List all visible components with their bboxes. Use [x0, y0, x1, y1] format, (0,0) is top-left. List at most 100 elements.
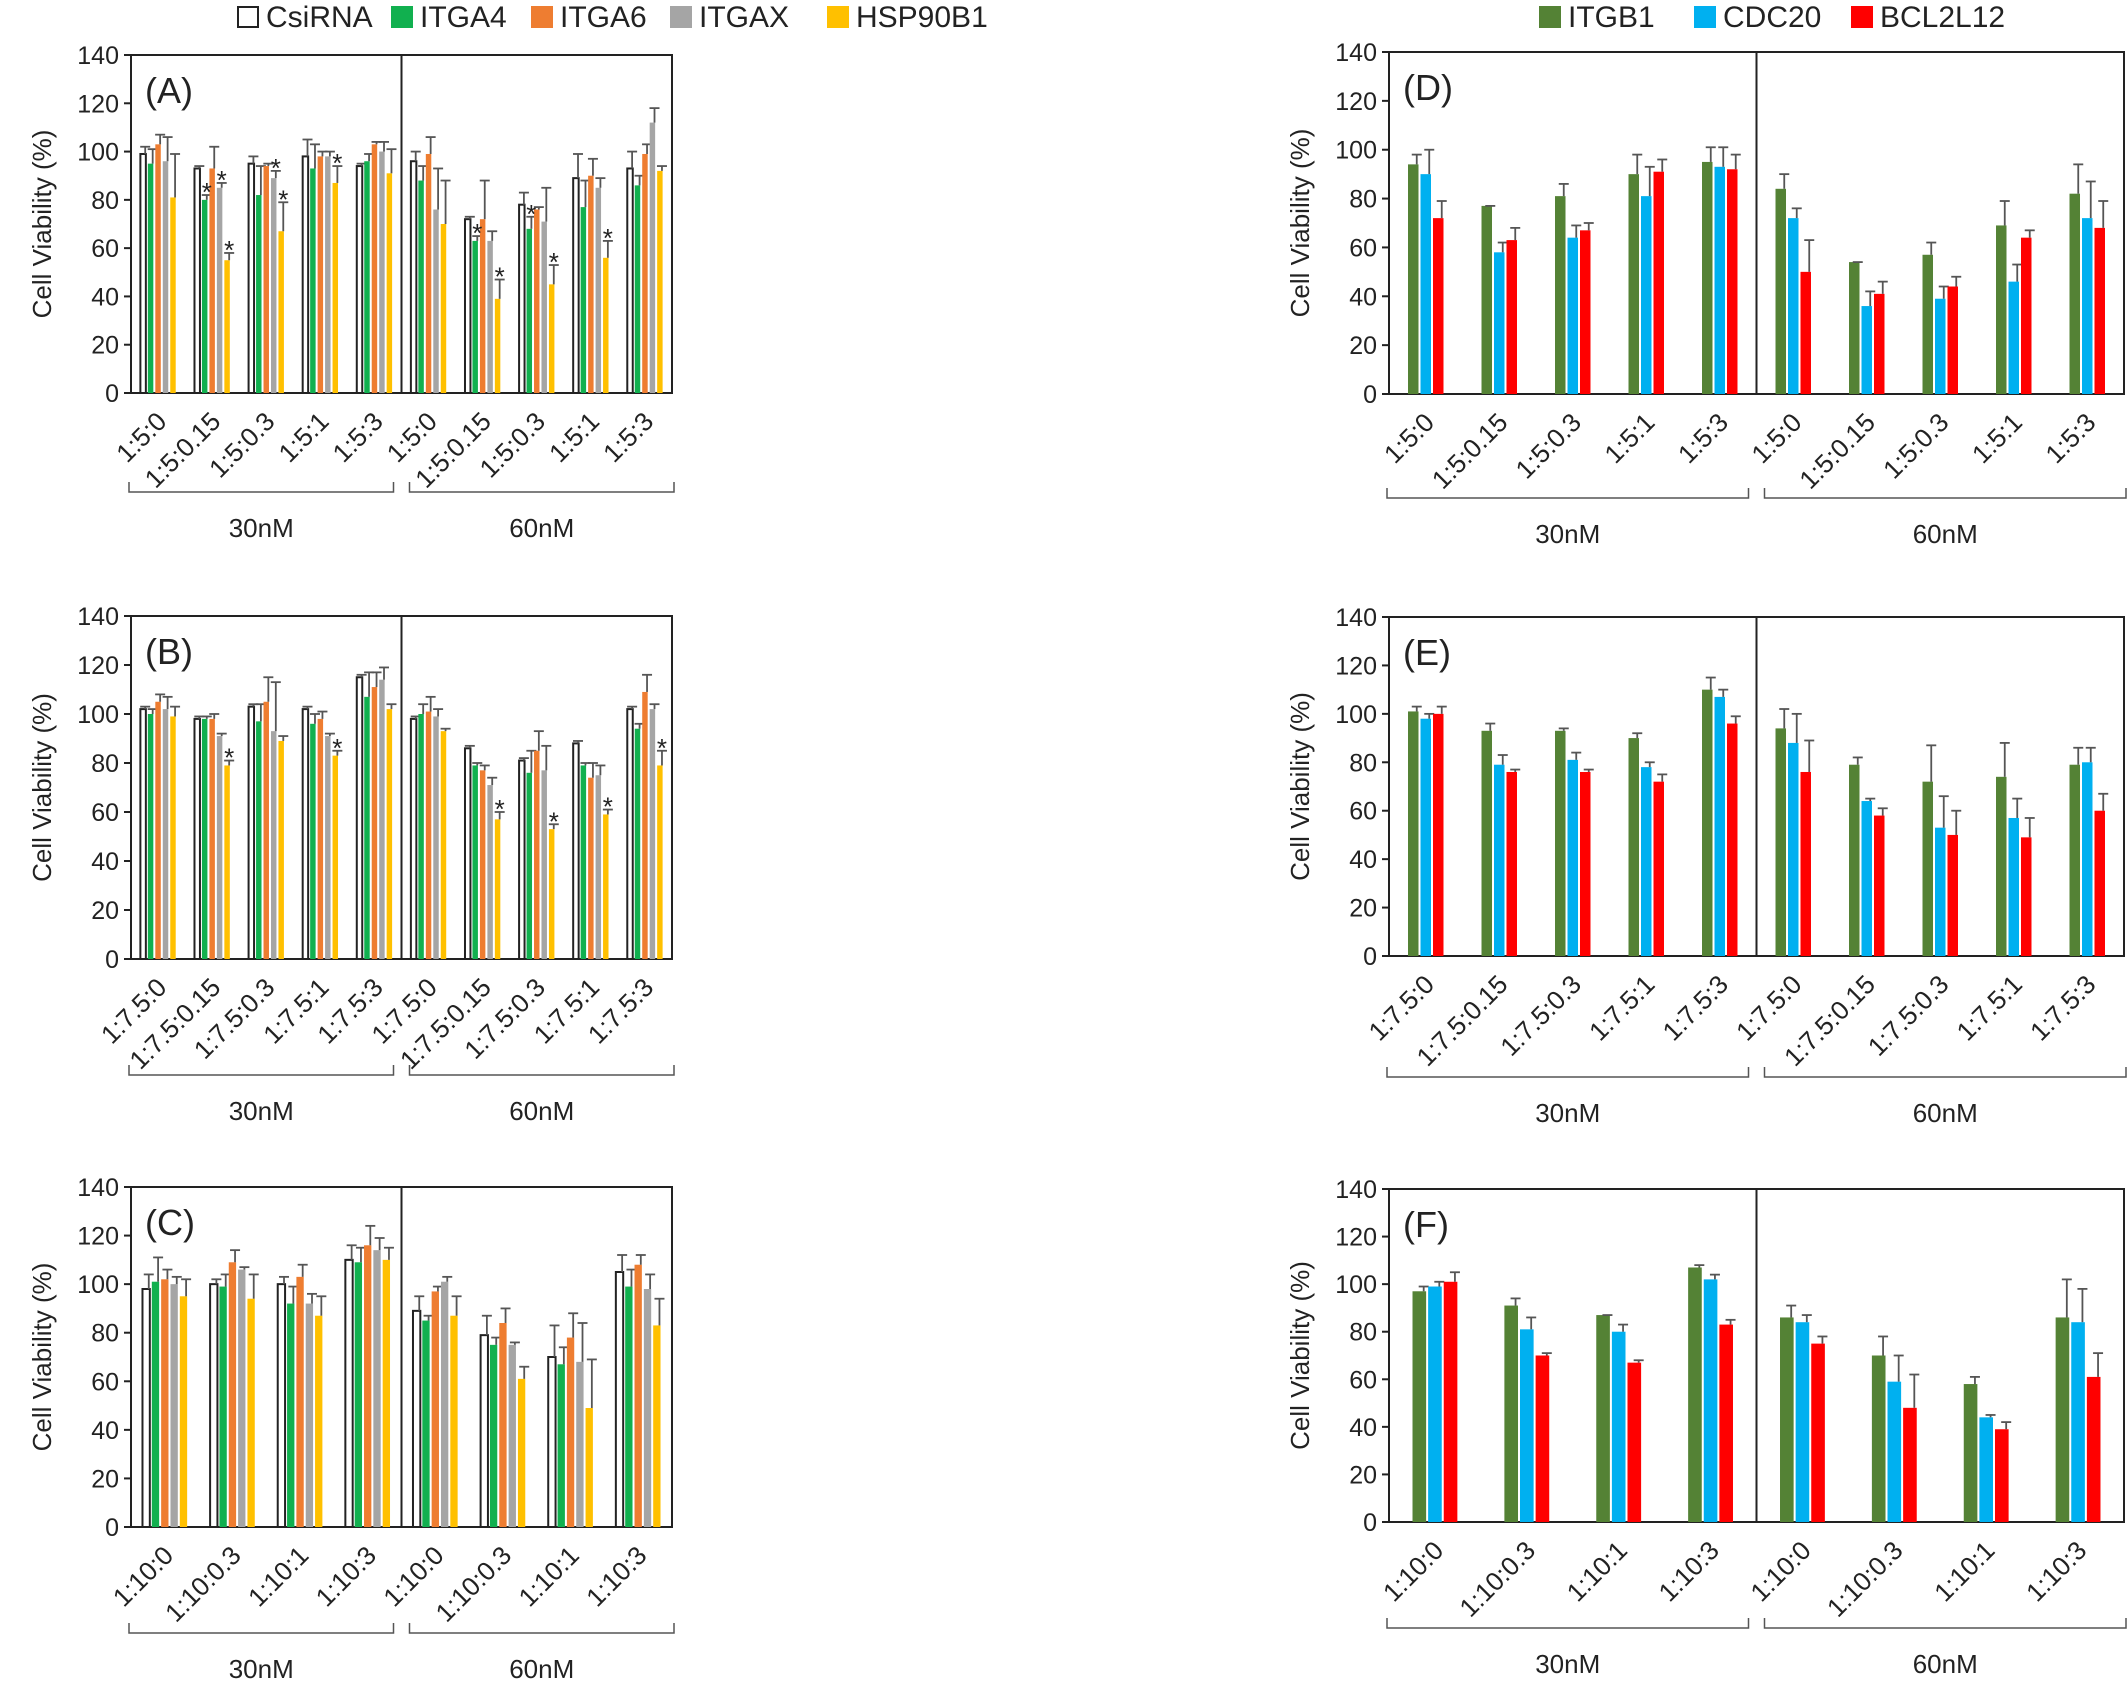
significance-star: *: [549, 247, 559, 277]
x-category-label: 1:10:0.3: [1821, 1535, 1909, 1623]
legend-label-itgax: ITGAX: [699, 1, 789, 34]
significance-star: *: [495, 794, 505, 824]
bar-itgax: [162, 161, 169, 393]
bar-hsp90b1: [548, 829, 555, 959]
group-label: 60nM: [509, 1096, 574, 1126]
group-bracket: [408, 482, 675, 493]
bar-itgb1: [1596, 1315, 1610, 1522]
x-category-label: 1:10:0: [1377, 1535, 1449, 1607]
legend-swatch-bcl2l12: [1851, 6, 1873, 28]
y-tick-label: 80: [1349, 186, 1377, 214]
bar-itga4: [201, 718, 208, 959]
bar-itgax: [433, 209, 439, 393]
bar-itga6: [209, 168, 215, 393]
x-category-label: 1:10:1: [1561, 1535, 1633, 1607]
x-category-label: 1:10:0.3: [1453, 1535, 1541, 1623]
y-tick-label: 140: [77, 603, 119, 631]
bar-cdc20: [1494, 764, 1505, 956]
bar-csirna: [572, 742, 580, 961]
x-category-label: 1:10:0: [1744, 1535, 1816, 1607]
bar-csirna: [355, 676, 364, 960]
group-label: 30nM: [1535, 1098, 1600, 1128]
chart-panel-c: 0 20 40 60 80 100 120 140 Cell Viability (%) (C) 1…: [27, 1174, 675, 1684]
x-category-label: 1:7.5:0.3: [1494, 969, 1587, 1062]
bar-itga4: [557, 1364, 565, 1527]
x-category-label: 1:5:1: [1966, 407, 2028, 469]
bar-csirna: [301, 155, 310, 394]
y-tick-label: 60: [1349, 798, 1377, 826]
bar-bcl2l12: [1432, 713, 1444, 956]
y-tick-label: 0: [1363, 381, 1377, 409]
significance-star: *: [603, 792, 613, 822]
bar-hsp90b1: [386, 173, 393, 393]
bar-cdc20: [1979, 1417, 1993, 1522]
bar-bcl2l12: [1947, 834, 1958, 956]
bar-cdc20: [1887, 1381, 1902, 1522]
bar-bcl2l12: [2094, 227, 2105, 394]
group-label: 60nM: [1913, 1098, 1978, 1128]
bar-csirna: [247, 162, 256, 394]
x-category-label: 1:5:0.15: [1426, 407, 1514, 495]
bar-hsp90b1: [440, 731, 447, 959]
bar-csirna: [626, 708, 634, 960]
x-category-label: 1:7.5:1: [1951, 969, 2028, 1046]
bar-itga4: [580, 207, 587, 393]
legend-label-hsp90b1: HSP90B1: [856, 1, 988, 34]
bar-cdc20: [1567, 237, 1578, 394]
bar-itga6: [161, 1279, 169, 1527]
bar-itga6: [499, 1323, 507, 1527]
bar-hsp90b1: [332, 182, 339, 393]
y-axis-label: Cell Viability (%): [27, 130, 57, 319]
bar-itgax: [379, 679, 385, 959]
y-tick-label: 40: [91, 848, 119, 876]
bar-itga4: [151, 1281, 160, 1527]
bar-cdc20: [1611, 1331, 1626, 1522]
group-label: 60nM: [509, 1654, 574, 1684]
bar-bcl2l12: [1653, 781, 1664, 956]
group-bracket: [128, 482, 395, 493]
bar-csirna: [141, 1288, 151, 1528]
bar-bcl2l12: [1994, 1429, 2009, 1522]
bar-itga4: [526, 772, 533, 959]
bar-hsp90b1: [657, 765, 663, 959]
bar-itgb1: [1996, 776, 2007, 956]
bar-itga4: [201, 199, 208, 393]
bar-hsp90b1: [440, 224, 447, 393]
bar-csirna: [614, 1271, 625, 1528]
bar-itgax: [487, 240, 493, 393]
bar-hsp90b1: [603, 257, 609, 393]
bar-itgax: [238, 1269, 246, 1527]
bar-itgb1: [1688, 1267, 1702, 1522]
significance-star: *: [224, 235, 234, 265]
bar-itga6: [317, 156, 324, 393]
group-bracket: [128, 1623, 395, 1634]
bar-hsp90b1: [603, 814, 609, 959]
bar-itga4: [489, 1344, 498, 1527]
x-category-label: 1:10:3: [310, 1540, 382, 1612]
x-category-label: 1:10:0.3: [159, 1540, 247, 1628]
bar-itga4: [147, 163, 154, 393]
bar-itgax: [541, 770, 547, 959]
bar-bcl2l12: [1653, 171, 1664, 394]
bar-itga4: [364, 161, 370, 393]
bar-itgax: [270, 178, 277, 393]
bar-csirna: [139, 152, 147, 394]
y-tick-label: 80: [91, 187, 119, 215]
bar-csirna: [626, 167, 634, 394]
bar-itgax: [508, 1344, 516, 1527]
bar-itga4: [287, 1303, 295, 1527]
bar-itga6: [425, 153, 432, 393]
bar-bcl2l12: [2020, 237, 2032, 394]
panel-label: (D): [1403, 67, 1453, 108]
bar-hsp90b1: [494, 298, 501, 393]
bar-hsp90b1: [585, 1408, 593, 1527]
bar-itga6: [263, 166, 269, 393]
y-tick-label: 60: [91, 235, 119, 263]
bar-cdc20: [1641, 767, 1652, 956]
y-tick-label: 60: [91, 799, 119, 827]
bar-hsp90b1: [382, 1259, 391, 1527]
x-category-label: 1:5:3: [1672, 407, 1734, 469]
bar-hsp90b1: [450, 1315, 458, 1527]
x-category-label: 1:5:0: [1745, 407, 1807, 469]
y-tick-label: 20: [1349, 332, 1377, 360]
